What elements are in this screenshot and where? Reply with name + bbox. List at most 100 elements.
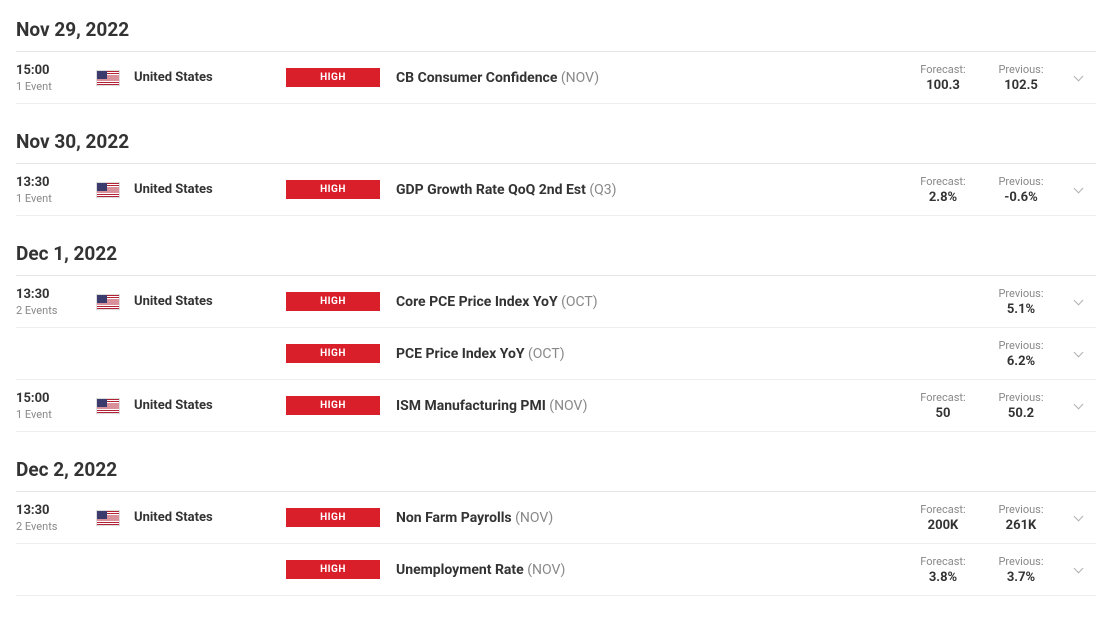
- event-period: (NOV): [549, 398, 587, 414]
- expand-column[interactable]: [1060, 297, 1096, 307]
- country-column: United States: [96, 398, 286, 414]
- impact-column: HIGH: [286, 396, 396, 415]
- day-date-header: Dec 1, 2022: [16, 234, 1096, 276]
- forecast-label: Forecast:: [904, 391, 982, 404]
- event-period: (OCT): [561, 294, 598, 310]
- chevron-down-icon: [1073, 513, 1083, 523]
- forecast-column: Forecast:100.3: [904, 63, 982, 93]
- events-count: 2 Events: [16, 520, 96, 533]
- previous-label: Previous:: [982, 339, 1060, 352]
- impact-badge-high: HIGH: [286, 292, 380, 311]
- event-row[interactable]: 15:00 1 Event United States HIGH ISM Manufac…: [16, 380, 1096, 432]
- time-column: 15:001 Event: [16, 63, 96, 93]
- forecast-value: 2.8%: [904, 190, 982, 205]
- expand-column[interactable]: [1060, 401, 1096, 411]
- previous-column: Previous:261K: [982, 503, 1060, 533]
- event-row[interactable]: 13:30 2 EventsUnited StatesHIGH Non Farm P…: [16, 492, 1096, 544]
- chevron-down-icon: [1073, 297, 1083, 307]
- day-section: Nov 30, 2022 13:301 Event United States HIG…: [16, 122, 1096, 216]
- event-row[interactable]: 13:30 2 Events United States HIGH Core PCE P…: [16, 276, 1096, 328]
- previous-label: Previous:: [982, 503, 1060, 516]
- impact-column: HIGH: [286, 560, 396, 579]
- event-name: Core PCE Price Index YoY: [396, 294, 558, 310]
- previous-value: 3.7%: [982, 570, 1060, 585]
- impact-column: HIGH: [286, 508, 396, 527]
- expand-column[interactable]: [1060, 185, 1096, 195]
- previous-label: Previous:: [982, 555, 1060, 568]
- event-period: (OCT): [528, 346, 565, 362]
- country-name: United States: [134, 182, 213, 197]
- expand-column[interactable]: [1060, 73, 1096, 83]
- event-row[interactable]: 13:301 Event United States HIGH GDP Growth …: [16, 164, 1096, 216]
- forecast-value: 50: [904, 406, 982, 421]
- event-time: 13:30: [16, 287, 96, 302]
- event-time: 15:00: [16, 391, 96, 406]
- impact-badge-high: HIGH: [286, 344, 380, 363]
- country-column: United States: [96, 294, 286, 310]
- events-count: 1 Event: [16, 408, 96, 421]
- time-column: 13:301 Event: [16, 175, 96, 205]
- impact-column: HIGH: [286, 68, 396, 87]
- forecast-value: 3.8%: [904, 570, 982, 585]
- previous-column: Previous: 3.7%: [982, 555, 1060, 585]
- event-period: (NOV): [515, 510, 553, 526]
- event-row[interactable]: 15:001 Event United States HIGHCB Consumer…: [16, 52, 1096, 104]
- chevron-down-icon: [1073, 401, 1083, 411]
- expand-column[interactable]: [1060, 349, 1096, 359]
- chevron-down-icon: [1073, 185, 1083, 195]
- forecast-label: Forecast:: [904, 555, 982, 568]
- previous-column: Previous:-0.6%: [982, 175, 1060, 205]
- time-column: 13:30 2 Events: [16, 503, 96, 533]
- country-name: United States: [134, 294, 213, 309]
- impact-badge-high: HIGH: [286, 508, 380, 527]
- event-name: Unemployment Rate: [396, 562, 524, 578]
- event-title: GDP Growth Rate QoQ 2nd Est (Q3): [396, 182, 904, 198]
- impact-badge-high: HIGH: [286, 396, 380, 415]
- event-row[interactable]: HIGH PCE Price Index YoY (OCT) Previous:6.…: [16, 328, 1096, 380]
- previous-value: 102.5: [982, 78, 1060, 93]
- event-row[interactable]: HIGHUnemployment Rate (NOV)Forecast:3.8%…: [16, 544, 1096, 596]
- day-section: Nov 29, 2022 15:001 Event United States HIG…: [16, 10, 1096, 104]
- impact-column: HIGH: [286, 292, 396, 311]
- events-count: 2 Events: [16, 304, 96, 317]
- forecast-column: Forecast: 3.8%: [904, 555, 982, 585]
- previous-column: Previous: 5.1%: [982, 287, 1060, 317]
- country-name: United States: [134, 70, 213, 85]
- event-period: (NOV): [527, 562, 565, 578]
- flag-us-icon: [96, 70, 120, 86]
- time-column: 13:30 2 Events: [16, 287, 96, 317]
- expand-column[interactable]: [1060, 513, 1096, 523]
- previous-label: Previous:: [982, 287, 1060, 300]
- event-period: (Q3): [589, 182, 616, 198]
- event-name: PCE Price Index YoY: [396, 346, 525, 362]
- forecast-column: Forecast: 2.8%: [904, 175, 982, 205]
- previous-label: Previous:: [982, 391, 1060, 404]
- event-name: ISM Manufacturing PMI: [396, 398, 546, 414]
- forecast-label: Forecast:: [904, 175, 982, 188]
- previous-column: Previous:50.2: [982, 391, 1060, 421]
- previous-value: 5.1%: [982, 302, 1060, 317]
- day-section: Dec 2, 202213:302 EventsUnited StatesHIG…: [16, 450, 1096, 596]
- impact-badge-high: HIGH: [286, 180, 380, 199]
- impact-badge-high: HIGH: [286, 560, 380, 579]
- previous-column: Previous:102.5: [982, 63, 1060, 93]
- event-time: 13:30: [16, 503, 96, 518]
- event-title: Unemployment Rate (NOV): [396, 562, 904, 578]
- impact-column: HIGH: [286, 344, 396, 363]
- forecast-column: Forecast: 50: [904, 391, 982, 421]
- event-title: Non Farm Payrolls (NOV): [396, 510, 904, 526]
- expand-column[interactable]: [1060, 565, 1096, 575]
- event-name: GDP Growth Rate QoQ 2nd Est: [396, 182, 586, 198]
- previous-column: Previous:6.2%: [982, 339, 1060, 369]
- event-time: 15:00: [16, 63, 96, 78]
- flag-us-icon: [96, 398, 120, 414]
- flag-us-icon: [96, 182, 120, 198]
- country-column: United States: [96, 510, 286, 526]
- day-date-header: Nov 30, 2022: [16, 122, 1096, 164]
- forecast-column: Forecast:200K: [904, 503, 982, 533]
- day-date-header: Nov 29, 2022: [16, 10, 1096, 52]
- flag-us-icon: [96, 294, 120, 310]
- country-name: United States: [134, 398, 213, 413]
- country-column: United States: [96, 182, 286, 198]
- event-title: CB Consumer Confidence (NOV): [396, 70, 904, 86]
